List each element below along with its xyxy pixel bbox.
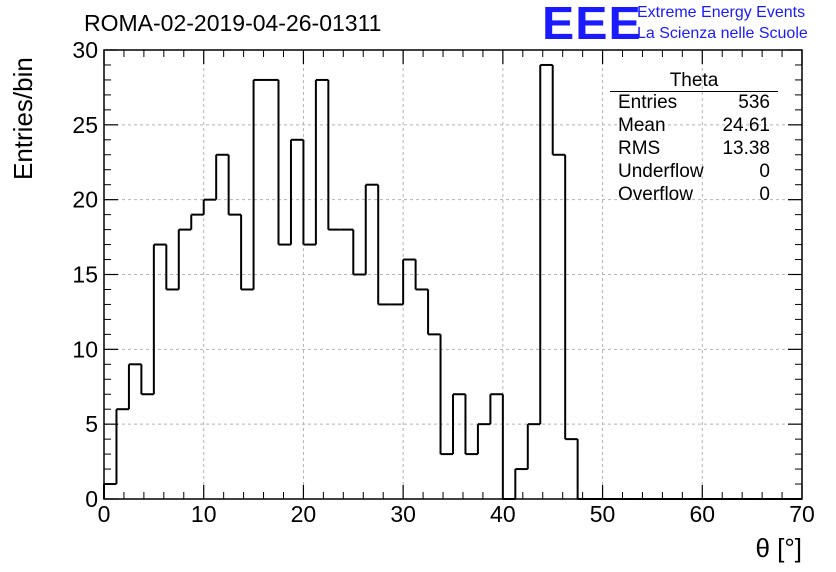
x-tick-label: 30 (390, 501, 416, 527)
x-tick-label: 40 (490, 501, 516, 527)
stats-row-underflow: Underflow 0 (618, 161, 770, 184)
y-tick-label: 30 (72, 37, 98, 63)
x-tick-label: 10 (191, 501, 217, 527)
stats-value: 13.38 (722, 138, 770, 159)
y-tick-label: 5 (85, 411, 98, 437)
stats-value: 0 (759, 161, 770, 182)
y-tick-label: 0 (85, 486, 98, 512)
x-tick-label: 60 (689, 501, 715, 527)
y-axis-label: Entries/bin (8, 57, 38, 180)
stats-title: Theta (669, 70, 719, 91)
x-tick-label: 0 (98, 501, 111, 527)
stats-label: Entries (618, 92, 678, 113)
stats-divider (610, 91, 778, 92)
stats-label: Overflow (618, 184, 693, 205)
y-tick-label: 25 (72, 112, 98, 138)
stats-label: RMS (618, 138, 661, 159)
stats-row-mean: Mean 24.61 (618, 115, 770, 138)
logo-line-1: Extreme Energy Events (637, 4, 806, 21)
histogram-series (103, 63, 802, 500)
stats-value: 536 (738, 92, 770, 113)
stats-value: 0 (759, 184, 770, 205)
stats-value: 24.61 (722, 115, 770, 136)
x-tick-label: 20 (291, 501, 317, 527)
stats-row-rms: RMS 13.38 (618, 138, 770, 161)
y-tick-label: 20 (72, 187, 98, 213)
axis-ticks (103, 49, 803, 500)
stats-label: Underflow (618, 161, 704, 182)
y-tick-label: 10 (72, 336, 98, 362)
tick-labels: 0 10 20 30 40 50 60 70 0 5 10 15 20 25 30 (72, 37, 814, 527)
x-axis-label: θ [°] (755, 533, 802, 563)
stats-row-overflow: Overflow 0 (618, 184, 770, 207)
x-tick-label: 70 (789, 501, 815, 527)
x-tick-label: 50 (590, 501, 616, 527)
y-tick-label: 15 (72, 262, 98, 288)
stats-label: Mean (618, 115, 666, 136)
stats-row-entries: Entries 536 (618, 92, 770, 115)
logo-line-2: La Scienza nelle Scuole (637, 25, 808, 42)
histogram-title: ROMA-02-2019-04-26-01311 (84, 10, 382, 36)
eee-logo: EEE (542, 0, 642, 49)
stats-box: Theta Entries 536 Mean 24.61 RMS 13.38 U… (610, 70, 778, 210)
